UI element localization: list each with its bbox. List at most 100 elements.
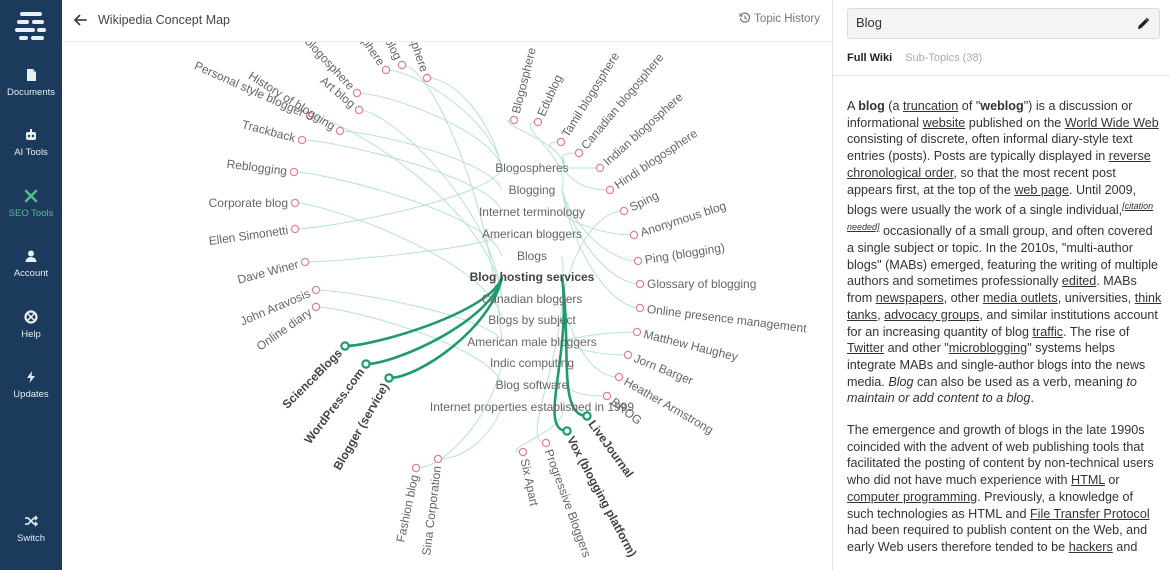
leaf-reblogging[interactable]: Reblogging (226, 157, 288, 178)
leaf-node[interactable] (290, 224, 300, 234)
article-link[interactable]: reverse chronological order (847, 149, 1151, 180)
leaf-ping-blogging[interactable]: Ping (blogging) (644, 240, 726, 266)
category-blogs[interactable]: Blogs (517, 249, 547, 263)
nav-seo-tools[interactable]: SEO Tools (0, 189, 62, 241)
article-link[interactable]: newspapers (875, 291, 944, 306)
leaf-node[interactable] (361, 359, 371, 369)
leaf-node[interactable] (422, 73, 432, 83)
leaf-node[interactable] (397, 60, 407, 70)
leaf-node[interactable] (602, 391, 612, 401)
category-blogging[interactable]: Blogging (509, 183, 556, 197)
category-american-male-bloggers[interactable]: American male bloggers (467, 335, 596, 349)
leaf-trackback[interactable]: Trackback (240, 117, 298, 145)
leaf-corporate-blog[interactable]: Corporate blog (209, 196, 288, 210)
leaf-sping[interactable]: Sping (627, 188, 661, 214)
concept-map[interactable]: Blogospheres Blogging Internet terminology… (62, 0, 832, 570)
category-blogospheres[interactable]: Blogospheres (495, 161, 568, 175)
category-indic-computing[interactable]: Indic computing (490, 356, 574, 370)
nav-help[interactable]: Help (0, 310, 62, 362)
article-link[interactable]: think tanks (847, 291, 1162, 322)
leaf-node[interactable] (633, 256, 643, 266)
leaf-six-apart[interactable]: Six Apart (518, 457, 542, 508)
tab-sub-topics[interactable]: Sub-Topics (38) (905, 52, 983, 64)
leaf-fashion-blog[interactable]: Fashion blog (393, 473, 421, 543)
leaf-node[interactable] (632, 327, 642, 337)
leaf-blogosphere[interactable]: Blogosphere (509, 46, 539, 115)
leaf-edublog[interactable]: Edublog (534, 73, 565, 119)
leaf-dave-winer[interactable]: Dave Winer (236, 257, 300, 287)
category-american-bloggers[interactable]: American bloggers (482, 227, 582, 241)
leaf-online-presence-management[interactable]: Online presence management (646, 302, 808, 336)
leaf-ellen-simonetti[interactable]: Ellen Simonetti (208, 223, 289, 248)
article-link[interactable]: Twitter (847, 341, 885, 356)
leaf-heather-armstrong[interactable]: Heather Armstrong (622, 374, 716, 436)
pencil-icon[interactable] (1136, 17, 1150, 31)
leaf-node[interactable] (619, 206, 629, 216)
leaf-node[interactable] (509, 115, 519, 125)
article-link[interactable]: edited (1061, 274, 1097, 289)
article-link[interactable]: computer programming (847, 489, 978, 504)
nav-ai-tools[interactable]: AI Tools (0, 128, 62, 180)
leaf-node[interactable] (518, 447, 528, 457)
nav-updates[interactable]: Updates (0, 370, 62, 422)
stack-logo-icon[interactable] (13, 10, 49, 44)
leaf-node[interactable] (614, 372, 624, 382)
article-link[interactable]: web page (1014, 182, 1069, 197)
article-link[interactable]: File Transfer Protocol (1029, 506, 1150, 521)
leaf-node[interactable] (623, 350, 633, 360)
article-link[interactable]: advocacy groups (884, 307, 980, 322)
article-link[interactable]: traffic (1032, 324, 1064, 339)
leaf-node[interactable] (340, 341, 350, 351)
category-blog-software[interactable]: Blog software (496, 378, 569, 392)
article-link[interactable]: HTML (1071, 473, 1105, 488)
article-link[interactable]: microblogging (948, 341, 1028, 356)
leaf-sina-corporation[interactable]: Sina Corporation (419, 465, 444, 556)
tab-full-wiki[interactable]: Full Wiki (847, 52, 893, 64)
leaf-tamil-blogosphere[interactable]: Tamil blogosphere (559, 49, 623, 139)
leaf-node[interactable] (574, 148, 584, 158)
back-arrow-icon[interactable] (72, 12, 88, 28)
leaf-node[interactable] (635, 279, 645, 289)
article-link[interactable]: truncation (903, 99, 959, 113)
leaf-node[interactable] (635, 303, 645, 313)
article-link[interactable]: hackers (1068, 539, 1113, 554)
leaf-node[interactable] (562, 426, 572, 436)
leaf-node[interactable] (556, 137, 566, 147)
leaf-node[interactable] (384, 373, 394, 383)
leaf-node[interactable] (411, 463, 421, 473)
leaf-node[interactable] (582, 411, 592, 421)
leaf-node[interactable] (311, 302, 321, 312)
topic-history-button[interactable]: Topic History (739, 12, 820, 25)
leaf-node[interactable] (305, 111, 315, 121)
leaf-node[interactable] (335, 126, 345, 136)
leaf-node[interactable] (595, 163, 605, 173)
leaf-node[interactable] (290, 198, 300, 208)
article-link[interactable]: World Wide Web (1064, 115, 1159, 130)
citation-needed[interactable]: [citation needed] (847, 201, 1154, 233)
article-link[interactable]: media outlets (982, 291, 1058, 306)
leaf-node[interactable] (352, 88, 362, 98)
category-blogs-by-subject[interactable]: Blogs by subject (488, 313, 576, 327)
leaf-node[interactable] (533, 117, 543, 127)
leaf-personal-style-blogger[interactable]: Personal style blogger (192, 58, 306, 119)
leaf-node[interactable] (289, 167, 299, 177)
leaf-node[interactable] (311, 285, 321, 295)
category-blog-hosting-services[interactable]: Blog hosting services (470, 270, 595, 284)
leaf-node[interactable] (605, 185, 615, 195)
leaf-node[interactable] (297, 135, 307, 145)
leaf-node[interactable] (381, 65, 391, 75)
leaf-node[interactable] (433, 454, 443, 464)
leaf-glossary-of-blogging[interactable]: Glossary of blogging (647, 277, 756, 291)
nav-documents[interactable]: Documents (0, 68, 62, 120)
leaf-node[interactable] (354, 105, 364, 115)
leaf-node[interactable] (300, 257, 310, 267)
article-link[interactable]: website (922, 115, 966, 130)
leaf-node[interactable] (629, 230, 639, 240)
category-internet-terminology[interactable]: Internet terminology (479, 205, 585, 219)
nav-switch[interactable]: Switch (0, 514, 62, 566)
nav-account[interactable]: Account (0, 249, 62, 301)
topic-input[interactable] (856, 15, 1126, 30)
category-internet-properties-established-in-1999[interactable]: Internet properties established in 1999 (430, 400, 634, 414)
category-canadian-bloggers[interactable]: Canadian bloggers (482, 292, 583, 306)
leaf-node[interactable] (541, 438, 551, 448)
